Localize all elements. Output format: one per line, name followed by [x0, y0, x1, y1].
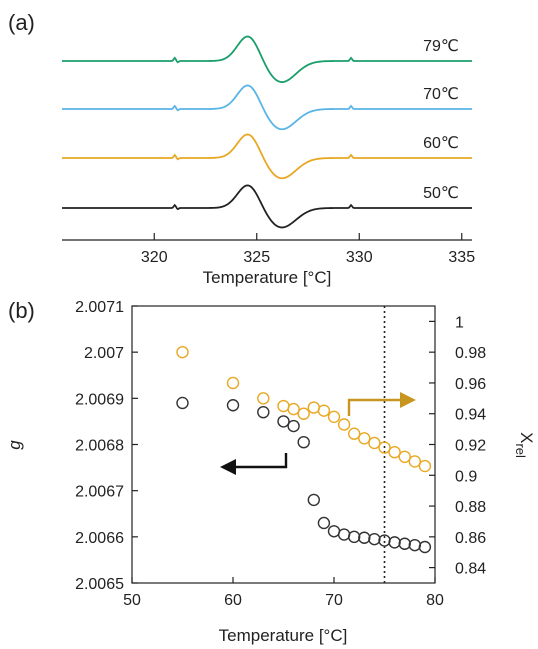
data-point-xrel [418, 459, 432, 473]
panel-a-x-axis-title: Temperature [°C] [203, 268, 332, 287]
data-point-xrel [307, 401, 320, 414]
data-point-g [368, 532, 381, 546]
panel-b-left-y-tick-label: 2.0067 [75, 484, 124, 501]
data-point-g [297, 435, 310, 449]
trace-label: 70℃ [423, 86, 459, 103]
data-point-xrel [226, 376, 240, 390]
panel-b-left-y-tick-label: 2.0071 [75, 299, 124, 316]
panel-a-traces [62, 35, 472, 229]
data-point-xrel [176, 345, 189, 359]
panel-b: (b) 50 60 70 80 2.00652.00662.00672.00682.0… [5, 298, 536, 645]
data-point-xrel [327, 410, 341, 423]
panel-b-right-y-tick-label: 0.88 [455, 499, 486, 516]
panel-b-left-y-tick-label: 2.0065 [75, 576, 124, 593]
data-point-g [358, 531, 371, 544]
panel-b-x-axis-title: Temperature [°C] [219, 626, 348, 645]
data-point-g [408, 538, 421, 552]
data-point-g [277, 415, 290, 428]
data-point-g [226, 399, 240, 412]
panel-a-x-tick-label: 325 [243, 249, 270, 266]
data-point-xrel [257, 392, 270, 405]
data-point-g [327, 525, 341, 538]
data-point-g [176, 396, 189, 410]
panel-a-x-ticks: 320 325 330 335 [141, 233, 475, 266]
data-point-g [307, 493, 320, 507]
panel-b-left-y-ticks: 2.0065 2.0066 2.0067 2.0068 2.0069 2.007 2.007… [75, 299, 138, 593]
trace-label: 79℃ [423, 38, 459, 55]
data-point-g [257, 405, 270, 419]
panel-b-right-y-tick-label: 0.98 [455, 345, 486, 362]
data-point-xrel [277, 399, 290, 413]
data-point-g [317, 516, 331, 530]
panel-a-x-tick-label: 330 [346, 249, 373, 266]
data-point-xrel [317, 404, 331, 417]
panel-b-points [176, 345, 432, 554]
data-point-xrel [388, 445, 401, 459]
panel-b-x-tick-label: 70 [325, 592, 343, 609]
data-point-xrel [297, 407, 310, 420]
panel-a-labels: 79℃ 70℃ 60℃ 50℃ [423, 38, 459, 202]
panel-b-left-y-tick-label: 2.0068 [75, 438, 124, 455]
data-point-g [418, 540, 432, 554]
panel-b-label: (b) [8, 298, 35, 323]
panel-b-x-ticks: 50 60 70 80 [123, 577, 444, 609]
trace-label: 50℃ [423, 185, 459, 202]
panel-b-x-tick-label: 80 [426, 592, 444, 609]
trace-3 [62, 184, 472, 229]
data-point-g [388, 536, 401, 549]
panel-b-right-y-tick-label: 0.92 [455, 438, 486, 455]
panel-b-x-tick-label: 50 [123, 592, 141, 609]
data-point-xrel [408, 455, 421, 468]
panel-b-right-y-axis-title: Xrel [513, 432, 536, 458]
panel-b-right-y-tick-label: 1 [455, 314, 464, 331]
data-point-xrel [337, 418, 351, 431]
panel-a-label: (a) [8, 10, 35, 35]
panel-b-right-y-ticks: 0.84 0.86 0.88 0.9 0.92 0.94 0.96 0.98 1 [429, 314, 486, 578]
panel-a: (a) 320 325 330 335 79℃ 70℃ 60℃ 50℃ Temperatur… [8, 10, 475, 287]
panel-b-left-y-tick-label: 2.0066 [75, 530, 124, 547]
panel-a-x-tick-label: 335 [448, 249, 475, 266]
trace-label: 60℃ [423, 135, 459, 152]
data-point-xrel [358, 432, 371, 445]
panel-b-left-y-tick-label: 2.0069 [75, 391, 124, 408]
panel-b-right-y-tick-label: 0.84 [455, 561, 486, 578]
trace-2 [62, 133, 472, 180]
data-point-xrel [368, 436, 381, 450]
data-point-xrel [398, 450, 411, 464]
data-point-g [287, 419, 300, 433]
data-point-g [348, 530, 361, 544]
panel-a-x-tick-label: 320 [141, 249, 168, 266]
trace-0 [62, 35, 472, 83]
data-point-xrel [378, 441, 391, 454]
panel-b-left-y-axis-title: g [5, 440, 24, 450]
data-point-g [398, 537, 411, 550]
panel-b-left-y-tick-label: 2.007 [84, 345, 124, 362]
right-axis-arrow [347, 392, 416, 416]
trace-1 [62, 84, 472, 131]
panel-b-x-tick-label: 60 [224, 592, 242, 609]
panel-b-right-y-tick-label: 0.9 [455, 468, 477, 485]
left-axis-arrow [220, 453, 288, 475]
panel-b-right-y-tick-label: 0.94 [455, 407, 486, 424]
panel-b-right-y-tick-label: 0.96 [455, 376, 486, 393]
data-point-g [337, 528, 351, 541]
data-point-xrel [348, 427, 361, 440]
panel-b-right-y-tick-label: 0.86 [455, 530, 486, 547]
data-point-xrel [287, 402, 300, 416]
